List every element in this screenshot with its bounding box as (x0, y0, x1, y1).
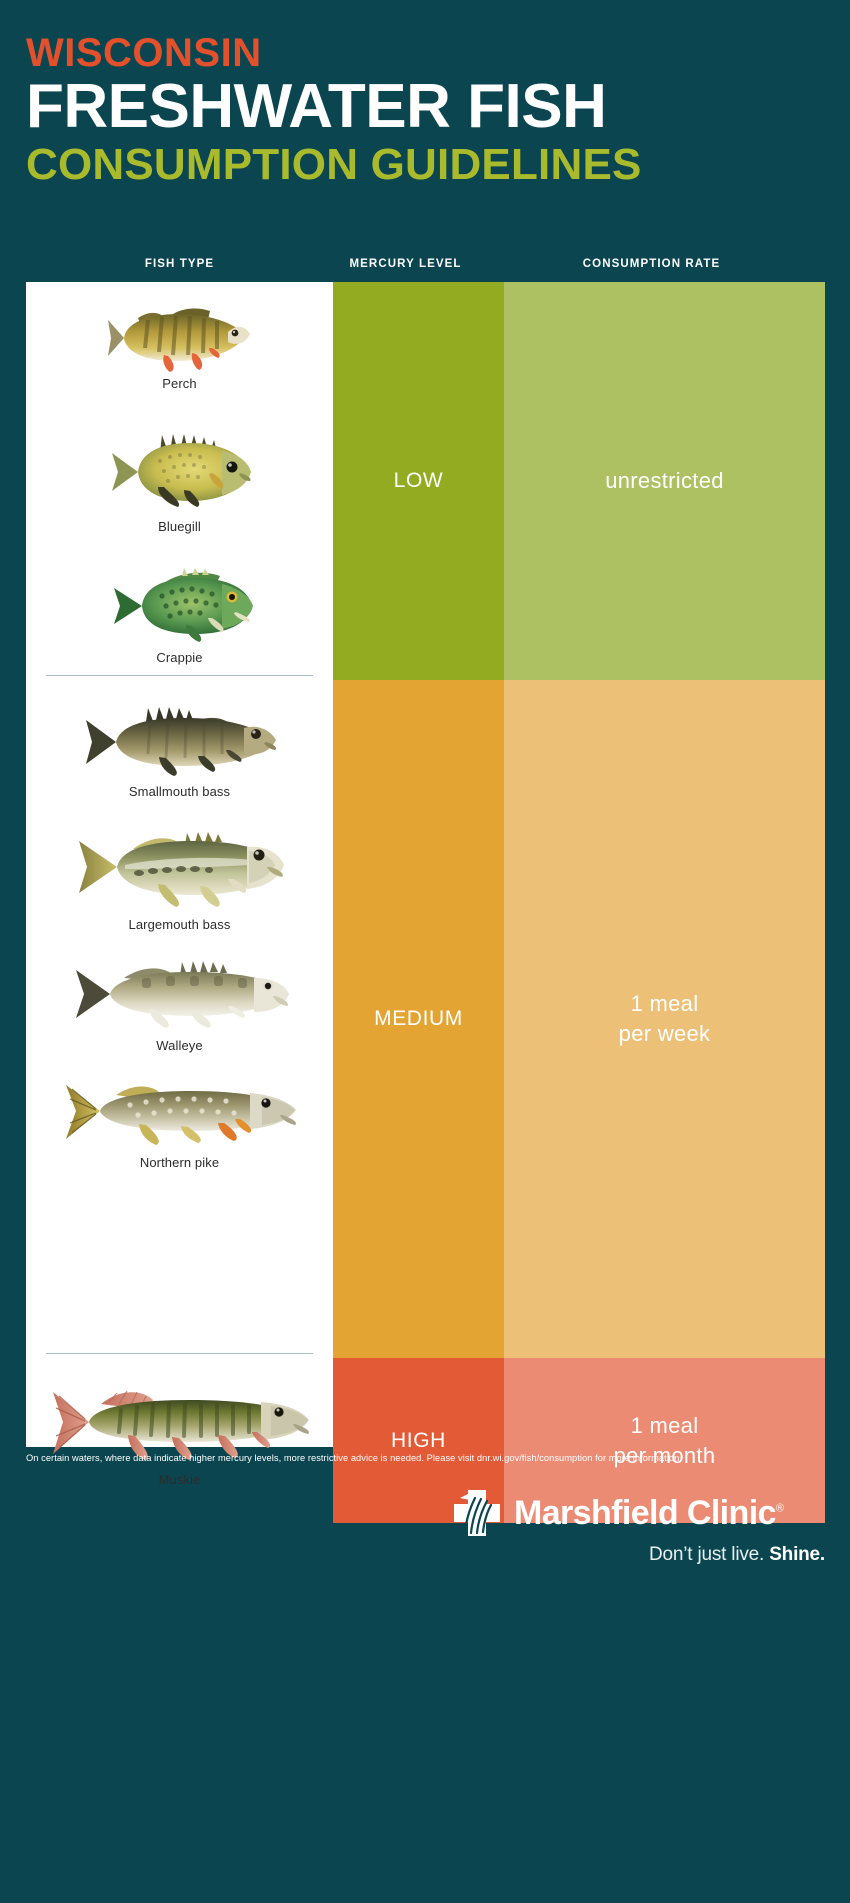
list-item: Perch (26, 304, 333, 391)
perch-fish-illustration (107, 308, 250, 372)
list-item: Bluegill (26, 429, 333, 534)
bluegill-fish-illustration (111, 434, 251, 507)
fish-label: Perch (162, 376, 197, 391)
marshfield-cross-icon (454, 1490, 500, 1536)
fish-label: Smallmouth bass (128, 784, 231, 799)
column-header-fish-type: FISH TYPE (144, 258, 215, 270)
fish-group-medium: Smallmouth bass (26, 702, 333, 1170)
list-item: Largemouth bass (26, 821, 333, 932)
consumption-rate-label-high: 1 meal per month (613, 1412, 716, 1468)
marshfield-clinic-logo: Marshfield Clinic® Don’t just live. Shin… (452, 1488, 825, 1566)
fish-label: Walleye (156, 1038, 203, 1053)
logo-name-text: Marshfield Clinic (514, 1493, 776, 1532)
logo-registered-mark: ® (775, 1502, 784, 1515)
tagline-light-text: Don’t just live. (649, 1544, 770, 1565)
header-line-consumption-guidelines: CONSUMPTION GUIDELINES (26, 140, 642, 189)
fish-type-column: Perch (26, 282, 333, 1487)
group-divider (46, 1353, 313, 1354)
mercury-band-low: LOW (333, 282, 504, 680)
muskie-fish-illustration (52, 1390, 309, 1460)
list-item: Crappie (26, 566, 333, 665)
column-header-mercury-level: MERCURY LEVEL (349, 258, 462, 270)
header-line-freshwater-fish: FRESHWATER FISH (26, 72, 607, 141)
largemouth-bass-fish-illustration (78, 832, 284, 907)
rate-band-low: unrestricted (504, 282, 825, 680)
header-line-wisconsin: WISCONSIN (26, 31, 262, 75)
list-item: Muskie (26, 1380, 333, 1487)
tagline-bold-text: Shine. (769, 1544, 825, 1565)
logo-wordmark: Marshfield Clinic® (514, 1494, 784, 1533)
fish-label: Bluegill (158, 519, 201, 534)
smallmouth-bass-fish-illustration (85, 707, 276, 776)
walleye-fish-illustration (75, 961, 289, 1028)
fish-label: Northern pike (139, 1155, 220, 1170)
list-item: Walleye (26, 954, 333, 1053)
footnote-text: On certain waters, where data indicate h… (26, 1453, 682, 1463)
consumption-rate-label-medium: 1 meal per week (618, 991, 711, 1046)
mercury-level-label-high: HIGH (391, 1428, 446, 1452)
group-divider (46, 675, 313, 676)
mercury-band-medium: MEDIUM (333, 680, 504, 1358)
northern-pike-fish-illustration (65, 1085, 296, 1145)
header: WISCONSIN FRESHWATER FISH CONSUMPTION GU… (26, 30, 826, 191)
fish-label: Largemouth bass (128, 917, 231, 932)
fish-group-low: Perch (26, 304, 333, 665)
crappie-fish-illustration (113, 568, 253, 642)
rate-band-medium: 1 meal per week (504, 680, 825, 1358)
mercury-level-label-medium: MEDIUM (374, 1007, 463, 1030)
logo-tagline: Don’t just live. Shine. (452, 1544, 825, 1566)
list-item: Northern pike (26, 1073, 333, 1170)
consumption-rate-column: unrestricted 1 meal per week 1 meal per … (504, 282, 825, 1523)
mercury-band-high: HIGH (333, 1358, 504, 1523)
fish-label: Crappie (156, 650, 203, 665)
rate-band-high: 1 meal per month (504, 1358, 825, 1523)
mercury-level-column: LOW MEDIUM HIGH (333, 282, 504, 1523)
column-header-consumption-rate: CONSUMPTION RATE (582, 258, 721, 270)
consumption-rate-label-low: unrestricted (605, 468, 724, 493)
mercury-level-label-low: LOW (393, 469, 444, 492)
fish-group-high: Muskie (26, 1380, 333, 1487)
fish-label: Muskie (158, 1472, 201, 1487)
guidelines-table: Perch (26, 282, 825, 1523)
list-item: Smallmouth bass (26, 702, 333, 799)
